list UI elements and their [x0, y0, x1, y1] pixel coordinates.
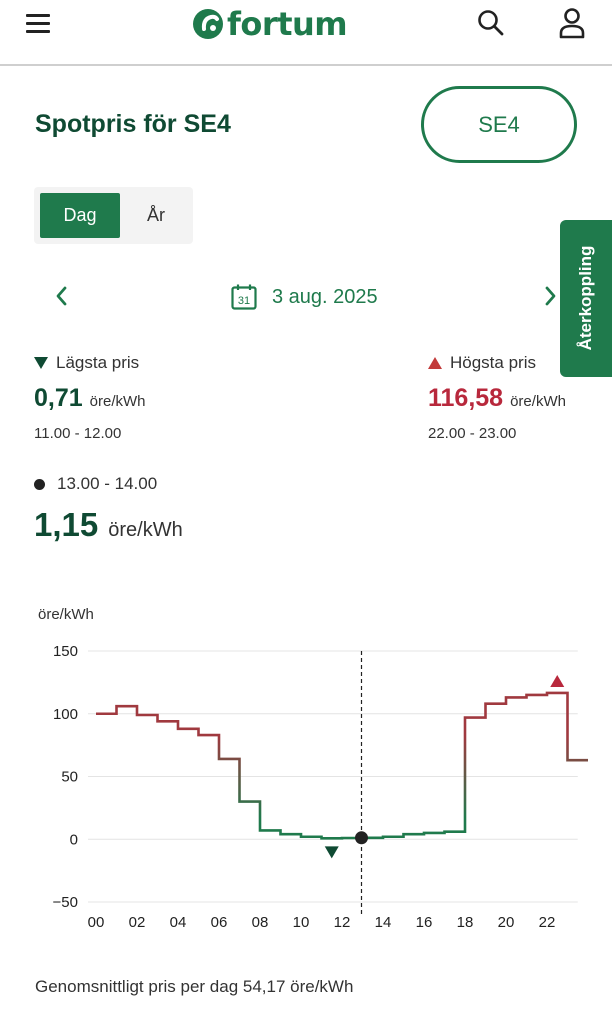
highest-price-time: 22.00 - 23.00	[428, 425, 517, 442]
date-picker[interactable]: 31 3 aug. 2025	[230, 282, 378, 312]
selected-date: 3 aug. 2025	[272, 285, 378, 308]
feedback-label: Återkoppling	[576, 245, 595, 351]
y-axis-label: öre/kWh	[38, 606, 94, 623]
search-icon[interactable]	[476, 8, 506, 38]
lowest-price-number: 0,71	[34, 384, 83, 412]
y-tick-label: −50	[53, 894, 78, 911]
current-price-number: 1,15	[34, 506, 99, 543]
x-tick-label: 22	[539, 914, 556, 931]
x-tick-label: 16	[416, 914, 433, 931]
x-tick-label: 14	[375, 914, 392, 931]
x-tick-label: 02	[129, 914, 146, 931]
logo-text: fortum	[227, 5, 348, 43]
hamburger-menu-icon[interactable]	[26, 12, 54, 36]
triangle-down-icon	[34, 357, 48, 369]
chevron-left-icon[interactable]	[50, 282, 74, 310]
highest-price-value: 116,58 öre/kWh	[428, 384, 566, 413]
feedback-tab[interactable]: Återkoppling	[560, 220, 612, 377]
max-price-marker	[550, 674, 565, 687]
spot-price-chart[interactable]: öre/kWh 150 100 50 0 −50 00 02 04 06 08 10 12 14 16 18 2…	[0, 590, 612, 940]
tab-year[interactable]: År	[147, 205, 165, 225]
y-tick-label: 150	[53, 643, 78, 660]
x-tick-label: 10	[293, 914, 310, 931]
price-area-button[interactable]: SE4	[421, 86, 577, 163]
chevron-right-icon[interactable]	[538, 282, 562, 310]
x-tick-label: 00	[88, 914, 105, 931]
fortum-logo-mark-icon	[193, 9, 223, 39]
lowest-price-unit: öre/kWh	[89, 393, 146, 410]
current-price-unit: öre/kWh	[108, 519, 183, 541]
x-tick-label: 04	[170, 914, 187, 931]
price-step-line	[96, 691, 588, 840]
lowest-price-value: 0,71 öre/kWh	[34, 384, 146, 413]
current-hour-label: 13.00 - 14.00	[34, 474, 157, 494]
calendar-icon: 31	[231, 284, 257, 310]
highest-price-label: Högsta pris	[428, 353, 536, 373]
highest-price-label-text: Högsta pris	[450, 353, 536, 372]
current-price-value: 1,15 öre/kWh	[34, 506, 183, 544]
lowest-price-label-text: Lägsta pris	[56, 353, 140, 372]
current-price-dot[interactable]	[355, 831, 368, 845]
y-tick-label: 100	[53, 706, 78, 723]
highest-price-number: 116,58	[428, 384, 504, 412]
highest-price-unit: öre/kWh	[510, 393, 566, 410]
x-tick-label: 06	[211, 914, 228, 931]
calendar-day-number: 31	[238, 295, 250, 307]
fortum-logo[interactable]: fortum	[192, 2, 348, 46]
x-tick-label: 20	[498, 914, 515, 931]
user-icon[interactable]	[556, 6, 588, 40]
triangle-up-icon	[428, 357, 442, 369]
lowest-price-time: 11.00 - 12.00	[34, 425, 122, 442]
y-tick-label: 50	[61, 769, 78, 786]
x-tick-label: 18	[457, 914, 474, 931]
current-dot-icon	[34, 478, 45, 490]
page-title: Spotpris för SE4	[35, 110, 231, 138]
app-header: fortum	[0, 0, 612, 66]
lowest-price-label: Lägsta pris	[34, 353, 139, 373]
tab-day[interactable]: Dag	[40, 193, 120, 238]
current-hour-time: 13.00 - 14.00	[57, 474, 158, 493]
y-tick-label: 0	[70, 831, 78, 848]
average-price-text: Genomsnittligt pris per dag 54,17 öre/kW…	[35, 977, 354, 996]
min-price-marker	[324, 846, 339, 859]
x-tick-label: 12	[334, 914, 351, 931]
period-tabs: Dag År	[34, 187, 193, 244]
x-tick-label: 08	[252, 914, 269, 931]
